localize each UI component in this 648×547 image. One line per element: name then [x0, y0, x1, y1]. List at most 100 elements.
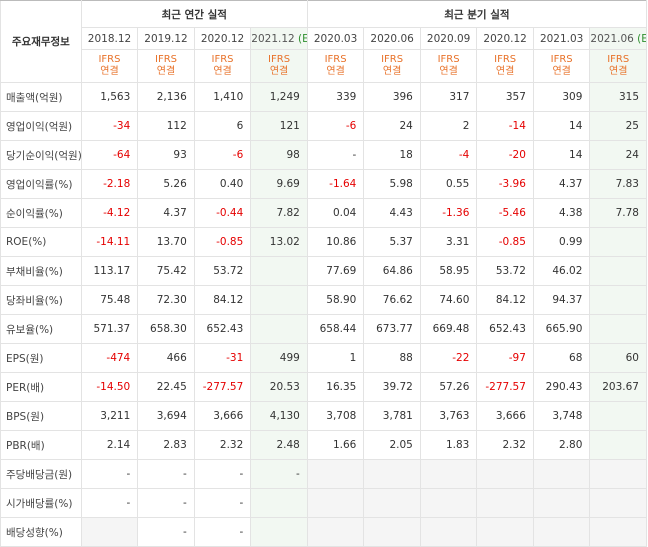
empty-cell [419, 488, 478, 518]
table-cell: 76.62 [363, 285, 421, 315]
accounting-standard-header: IFRS 연결 [363, 49, 421, 83]
period-label: 2021.12 [251, 32, 295, 45]
row-label: BPS(원) [0, 401, 82, 431]
table-cell: 396 [363, 82, 421, 112]
table-cell: -6 [306, 111, 365, 141]
table-cell: 20.53 [250, 372, 308, 402]
table-row: PER(배) -14.50 22.45 -277.57 20.53 16.35 39.72 5… [0, 372, 647, 402]
table-cell: 2,136 [137, 82, 195, 112]
period-label: 2020.06 [370, 32, 414, 45]
table-cell: 57.26 [419, 372, 478, 402]
period-label: 2021.06 [590, 32, 634, 45]
empty-cell [306, 459, 365, 489]
table-cell: 2.48 [250, 430, 308, 460]
accounting-standard-header: IFRS 연결 [137, 49, 195, 83]
table-cell: -277.57 [193, 372, 252, 402]
table-cell: 64.86 [363, 256, 421, 286]
table-cell: 7.83 [589, 169, 647, 199]
table-cell: 2.05 [363, 430, 421, 460]
table-cell: -14 [476, 111, 534, 141]
table-cell: 84.12 [476, 285, 534, 315]
table-cell: -474 [80, 343, 139, 373]
table-cell: - [306, 140, 365, 170]
table-cell: 3,694 [137, 401, 195, 431]
empty-cell [306, 488, 365, 518]
table-cell: -2.18 [80, 169, 139, 199]
table-cell: 46.02 [532, 256, 591, 286]
table-cell: 3,763 [419, 401, 478, 431]
period-header: 2021.12 (E) [250, 27, 308, 50]
table-cell [589, 314, 647, 344]
table-cell: 98 [250, 140, 308, 170]
table-cell: 13.70 [137, 227, 195, 257]
table-cell [250, 256, 308, 286]
period-label: 2018.12 [87, 32, 132, 45]
table-row: 주당배당금(원) - - - - [0, 459, 647, 489]
table-cell [250, 285, 308, 315]
table-row: 부채비율(%) 113.17 75.42 53.72 77.69 64.86 58.95 53… [0, 256, 647, 286]
standard-label: IFRS [494, 54, 517, 65]
table-cell: 3.31 [419, 227, 478, 257]
empty-cell [363, 488, 421, 518]
table-cell [250, 488, 308, 518]
standard-label: IFRS [211, 54, 234, 65]
table-cell: -64 [80, 140, 139, 170]
table-cell [589, 227, 647, 257]
row-label: PER(배) [0, 372, 82, 402]
table-cell: 22.45 [137, 372, 195, 402]
table-cell: 4.43 [363, 198, 421, 228]
empty-cell [476, 488, 534, 518]
table-cell: 72.30 [137, 285, 195, 315]
empty-cell [532, 488, 591, 518]
accounting-standard-header: IFRS 연결 [532, 49, 591, 83]
accounting-standard-header: IFRS 연결 [589, 49, 647, 83]
table-cell: -20 [476, 140, 534, 170]
table-cell: -6 [193, 140, 252, 170]
period-label: 2019.12 [144, 32, 188, 45]
empty-cell [589, 517, 647, 547]
empty-cell [419, 517, 478, 547]
table-cell: 339 [306, 82, 365, 112]
row-label: 배당성향(%) [0, 517, 82, 547]
table-cell: 0.40 [193, 169, 252, 199]
table-cell: 77.69 [306, 256, 365, 286]
table-cell: 60 [589, 343, 647, 373]
period-header: 2020.09 [419, 27, 478, 50]
table-cell: -5.46 [476, 198, 534, 228]
table-cell: 112 [137, 111, 195, 141]
table-cell: 2.83 [137, 430, 195, 460]
accounting-standard-header: IFRS 연결 [193, 49, 252, 83]
table-cell: 121 [250, 111, 308, 141]
table-row: 배당성향(%) - - [0, 517, 647, 547]
empty-cell [532, 517, 591, 547]
standard-label: IFRS [381, 54, 404, 65]
table-cell: 4,130 [250, 401, 308, 431]
period-label: 2020.12 [200, 32, 245, 45]
period-label: 2020.12 [483, 32, 527, 45]
empty-cell [476, 459, 534, 489]
table-cell: 39.72 [363, 372, 421, 402]
basis-label: 연결 [156, 66, 176, 77]
table-row: PBR(배) 2.14 2.83 2.32 2.48 1.66 2.05 1.83 2.32 2.… [0, 430, 647, 460]
table-cell: 18 [363, 140, 421, 170]
table-cell: -4 [419, 140, 478, 170]
row-label: 당기순이익(억원) [0, 140, 82, 170]
accounting-standard-header: IFRS 연결 [80, 49, 139, 83]
table-row: BPS(원) 3,211 3,694 3,666 4,130 3,708 3,781 3,76… [0, 401, 647, 431]
empty-cell [476, 517, 534, 547]
table-cell: 652.43 [193, 314, 252, 344]
annual-results-header: 최근 연간 실적 [80, 0, 308, 28]
table-cell: - [193, 459, 252, 489]
table-cell: 0.55 [419, 169, 478, 199]
table-cell: 88 [363, 343, 421, 373]
table-cell: 315 [589, 82, 647, 112]
table-cell: 4.38 [532, 198, 591, 228]
table-cell [589, 430, 647, 460]
table-cell: 53.72 [476, 256, 534, 286]
table-cell: 1.83 [419, 430, 478, 460]
table-cell: 669.48 [419, 314, 478, 344]
table-cell: - [80, 488, 139, 518]
table-cell: -22 [419, 343, 478, 373]
table-cell: - [193, 517, 252, 547]
table-cell: -1.36 [419, 198, 478, 228]
